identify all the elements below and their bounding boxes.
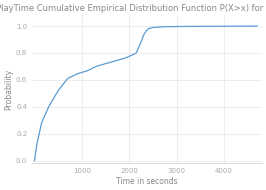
X-axis label: Time in seconds: Time in seconds [116, 177, 178, 186]
Title: PlayTime Cumulative Empirical Distribution Function P(X>x) for class03: PlayTime Cumulative Empirical Distributi… [0, 4, 266, 13]
Y-axis label: Probability: Probability [4, 69, 13, 110]
